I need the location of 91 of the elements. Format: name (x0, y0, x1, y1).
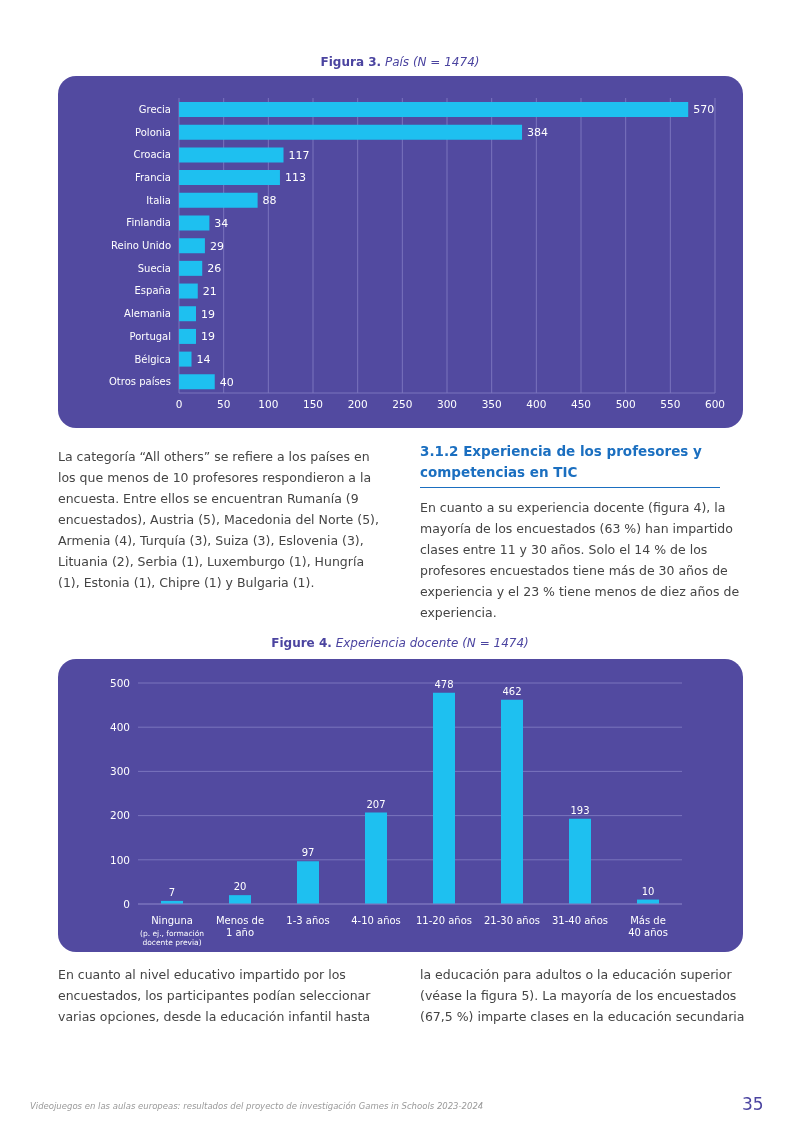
data-label: 34 (214, 216, 229, 230)
bar (179, 374, 215, 390)
data-label: 570 (693, 103, 715, 117)
chart-subtitle: Experiencia docente (N = 1474) (335, 636, 529, 650)
x-tick-label: 150 (302, 398, 324, 411)
x-tick-label: 31-40 años (551, 915, 609, 926)
x-tick-label: 550 (660, 398, 681, 411)
data-label: 113 (284, 171, 306, 185)
y-tick-label: Italia (146, 194, 171, 206)
data-label: 384 (527, 126, 549, 140)
bar (179, 306, 196, 322)
data-label: 88 (262, 194, 277, 208)
y-tick-label: España (134, 285, 171, 297)
data-label: 19 (200, 307, 215, 321)
bar (179, 147, 284, 163)
bar (179, 170, 280, 186)
text: la educación para adultos o la educación superior (véase la figura 5). La mayoría de los encuestados (67,5 %) imparte clases en la educación secundaria (420, 966, 746, 1026)
data-label: 19 (200, 330, 215, 344)
y-tick-label: 300 (109, 765, 130, 778)
x-tick-label: 300 (436, 398, 458, 411)
y-tick-label: Alemania (124, 308, 171, 320)
chart-title: Figure 4. (271, 636, 332, 650)
text: La categoría “All others” se refiere a los países en los que menos de 10 profesores respondieron a la encuesta. Entre ellos se encuentran Rumanía (9 encuestados), Austria (5), Macedonia del Norte (5), Armenia (4), Turquía (3), Suiza (3), Eslovenia (3), Lituania (2), Serbia (1), Luxemburgo (1), Hungría (1), Estonia (1), Chipre (1) y Bulgaria (1). (58, 448, 380, 592)
y-tick-label: Reino Unido (111, 240, 171, 252)
text: En cuanto al nivel educativo impartido por los encuestados, los participantes podían seleccionar varias opciones, desde la educación infantil hasta (58, 966, 372, 1026)
y-tick-label: 0 (123, 897, 130, 910)
data-label: 21 (202, 284, 217, 298)
x-tick-label: 400 (526, 398, 547, 411)
y-tick-label: Portugal (129, 330, 171, 342)
chart-title: Figura 3. (320, 55, 382, 69)
bar (179, 283, 198, 299)
y-tick-label: Grecia (138, 103, 171, 115)
x-tick-label: 21-30 años (483, 915, 541, 926)
bar (229, 895, 251, 904)
data-label: 478 (434, 678, 454, 690)
x-tick-label: 250 (392, 398, 413, 411)
x-tick-label: Menos de 1 año (215, 915, 265, 938)
data-label: 14 (196, 353, 211, 367)
data-label: 26 (207, 262, 222, 276)
chart-subtitle: País (N = 1474) (384, 55, 480, 69)
y-tick-label: Francia (134, 171, 171, 183)
bar (179, 215, 210, 231)
data-label: 29 (209, 239, 224, 253)
y-tick-label: 400 (109, 720, 130, 733)
data-label: 207 (366, 798, 386, 810)
bar (179, 102, 689, 117)
data-label: 40 (219, 375, 234, 389)
bar (179, 351, 192, 367)
text: 35 (742, 1094, 764, 1115)
data-label: 193 (570, 804, 590, 816)
bar (179, 328, 196, 344)
x-tick-label: Más de 40 años (628, 915, 668, 938)
data-label: 10 (641, 885, 655, 897)
data-label: 117 (288, 148, 310, 162)
x-tick-label: 50 (216, 398, 231, 411)
text: 3.1.2 Experiencia de los profesores y competencias en TIC (420, 441, 720, 488)
bar (365, 812, 387, 904)
data-label: 20 (233, 881, 247, 893)
y-tick-label: Croacia (133, 149, 171, 161)
y-tick-label: Bélgica (134, 353, 171, 365)
data-label: 97 (301, 847, 315, 859)
bar (433, 692, 455, 904)
x-tick-label: 350 (481, 398, 502, 411)
x-tick-label: 11-20 años (415, 915, 473, 926)
x-tick-label: 4-10 años (351, 915, 401, 926)
bar (297, 861, 319, 904)
y-tick-label: Suecia (137, 262, 171, 274)
bar (569, 818, 591, 904)
x-tick-label: 200 (347, 398, 368, 411)
y-tick-label: 500 (109, 676, 130, 689)
text: Videojuegos en las aulas europeas: resultados del proyecto de investigación Games in Schools 2023-2024 (30, 1100, 484, 1112)
x-tick-label: 100 (258, 398, 279, 411)
y-tick-label: Otros países (108, 376, 171, 388)
y-tick-label: 200 (109, 809, 130, 822)
bar (179, 260, 203, 276)
bar (501, 699, 523, 904)
x-tick-label: 600 (704, 398, 726, 411)
bar (179, 124, 523, 140)
bar (179, 192, 258, 208)
y-tick-label: Finlandia (126, 217, 171, 229)
x-tick-label: 0 (175, 398, 183, 411)
data-label: 462 (502, 685, 522, 697)
x-tick-label: Ninguna (p. ej., formación docente previa) (140, 915, 205, 947)
y-tick-label: Polonia (135, 126, 171, 138)
bar (179, 238, 205, 254)
y-tick-label: 100 (109, 853, 130, 866)
data-label: 7 (168, 886, 176, 898)
x-tick-label: 1-3 años (286, 915, 330, 926)
x-tick-label: 450 (570, 398, 592, 411)
text: En cuanto a su experiencia docente (figura 4), la mayoría de los encuestados (63 %) han impartido clases entre 11 y 30 años. Solo el 14 % de los profesores encuestados tiene más de 30 años de experiencia y el 23 % tiene menos de diez años de experiencia. (420, 499, 741, 622)
x-tick-label: 500 (615, 398, 636, 411)
